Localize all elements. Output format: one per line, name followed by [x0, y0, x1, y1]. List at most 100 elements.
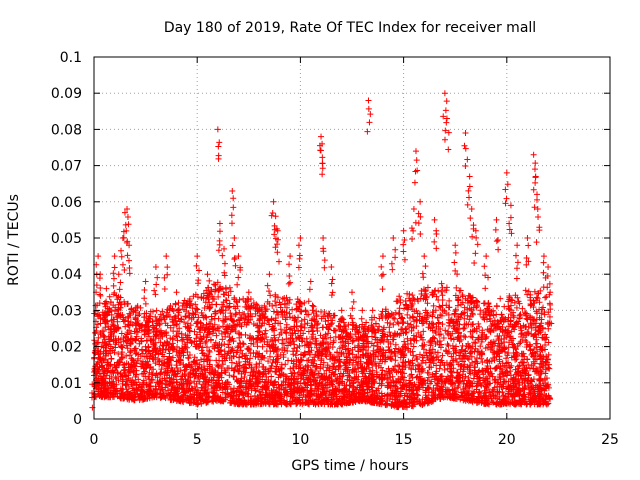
- data-point: [469, 334, 476, 341]
- data-point: [525, 361, 532, 368]
- data-point: [446, 322, 453, 329]
- data-point: [203, 321, 210, 328]
- data-point: [519, 305, 526, 312]
- data-point: [519, 337, 526, 344]
- data-point: [332, 333, 339, 340]
- data-point: [515, 298, 522, 305]
- data-point: [233, 349, 240, 356]
- data-point: [285, 357, 292, 364]
- data-point: [272, 337, 279, 344]
- data-point: [313, 313, 320, 320]
- data-point: [410, 324, 417, 331]
- data-point: [410, 362, 417, 369]
- data-point: [290, 360, 297, 367]
- data-point: [127, 312, 134, 319]
- data-point: [498, 311, 505, 318]
- data-point: [155, 350, 162, 357]
- data-point: [262, 327, 269, 334]
- data-point: [213, 357, 220, 364]
- data-point: [396, 293, 403, 300]
- data-point: [392, 341, 399, 348]
- data-point: [273, 302, 280, 309]
- data-point: [537, 380, 544, 387]
- data-point: [229, 335, 236, 342]
- data-point: [522, 311, 529, 318]
- data-point: [452, 308, 459, 315]
- data-point: [175, 306, 182, 313]
- data-point: [114, 318, 121, 325]
- data-point: [403, 325, 410, 332]
- data-point: [391, 382, 398, 389]
- data-point: [369, 361, 376, 368]
- data-point: [522, 287, 529, 294]
- data-point: [243, 352, 250, 359]
- data-point: [387, 320, 394, 327]
- data-point: [446, 297, 453, 304]
- data-point: [215, 287, 222, 294]
- data-point: [350, 322, 357, 329]
- data-point: [532, 356, 539, 363]
- data-point: [132, 363, 139, 370]
- data-point: [207, 337, 214, 344]
- data-point: [208, 288, 215, 295]
- data-point: [263, 334, 270, 341]
- data-point: [331, 360, 338, 367]
- data-point: [206, 349, 213, 356]
- data-point: [222, 386, 229, 393]
- data-point: [432, 329, 439, 336]
- data-point: [126, 310, 133, 317]
- data-point: [294, 370, 301, 377]
- data-point: [354, 362, 361, 369]
- data-point: [542, 294, 549, 301]
- data-point: [286, 326, 293, 333]
- data-point: [215, 315, 222, 322]
- data-point: [461, 309, 468, 316]
- data-points: [89, 90, 555, 411]
- data-point: [490, 307, 497, 314]
- data-point: [406, 362, 413, 369]
- data-point: [479, 359, 486, 366]
- data-point: [233, 360, 240, 367]
- data-point: [527, 297, 534, 304]
- data-point: [214, 344, 221, 351]
- data-point: [193, 335, 200, 342]
- data-point: [115, 377, 122, 384]
- data-point: [395, 310, 402, 317]
- data-point: [159, 308, 166, 315]
- data-point: [330, 337, 337, 344]
- data-point: [157, 311, 164, 318]
- data-point: [103, 347, 110, 354]
- data-point: [517, 331, 524, 338]
- data-point: [375, 353, 382, 360]
- data-point: [303, 335, 310, 342]
- data-point: [517, 311, 524, 318]
- data-point: [99, 362, 106, 369]
- data-point: [387, 340, 394, 347]
- data-point: [490, 386, 497, 393]
- data-point: [128, 364, 135, 371]
- data-point: [462, 334, 469, 341]
- data-point: [497, 295, 504, 302]
- data-point: [545, 325, 552, 332]
- data-point: [219, 336, 226, 343]
- data-point: [106, 293, 113, 300]
- data-point: [533, 294, 540, 301]
- data-point: [201, 305, 208, 312]
- data-point: [398, 314, 405, 321]
- data-point: [286, 310, 293, 317]
- data-point: [185, 355, 192, 362]
- data-point: [436, 365, 443, 372]
- data-point: [147, 363, 154, 370]
- data-point: [215, 293, 222, 300]
- data-point: [265, 317, 272, 324]
- data-point: [206, 328, 213, 335]
- data-point: [339, 334, 346, 341]
- data-point: [447, 361, 454, 368]
- data-point: [456, 287, 463, 294]
- data-point: [279, 296, 286, 303]
- data-point: [408, 371, 415, 378]
- data-point: [390, 321, 397, 328]
- data-point: [478, 355, 485, 362]
- data-point: [126, 352, 133, 359]
- data-point: [461, 315, 468, 322]
